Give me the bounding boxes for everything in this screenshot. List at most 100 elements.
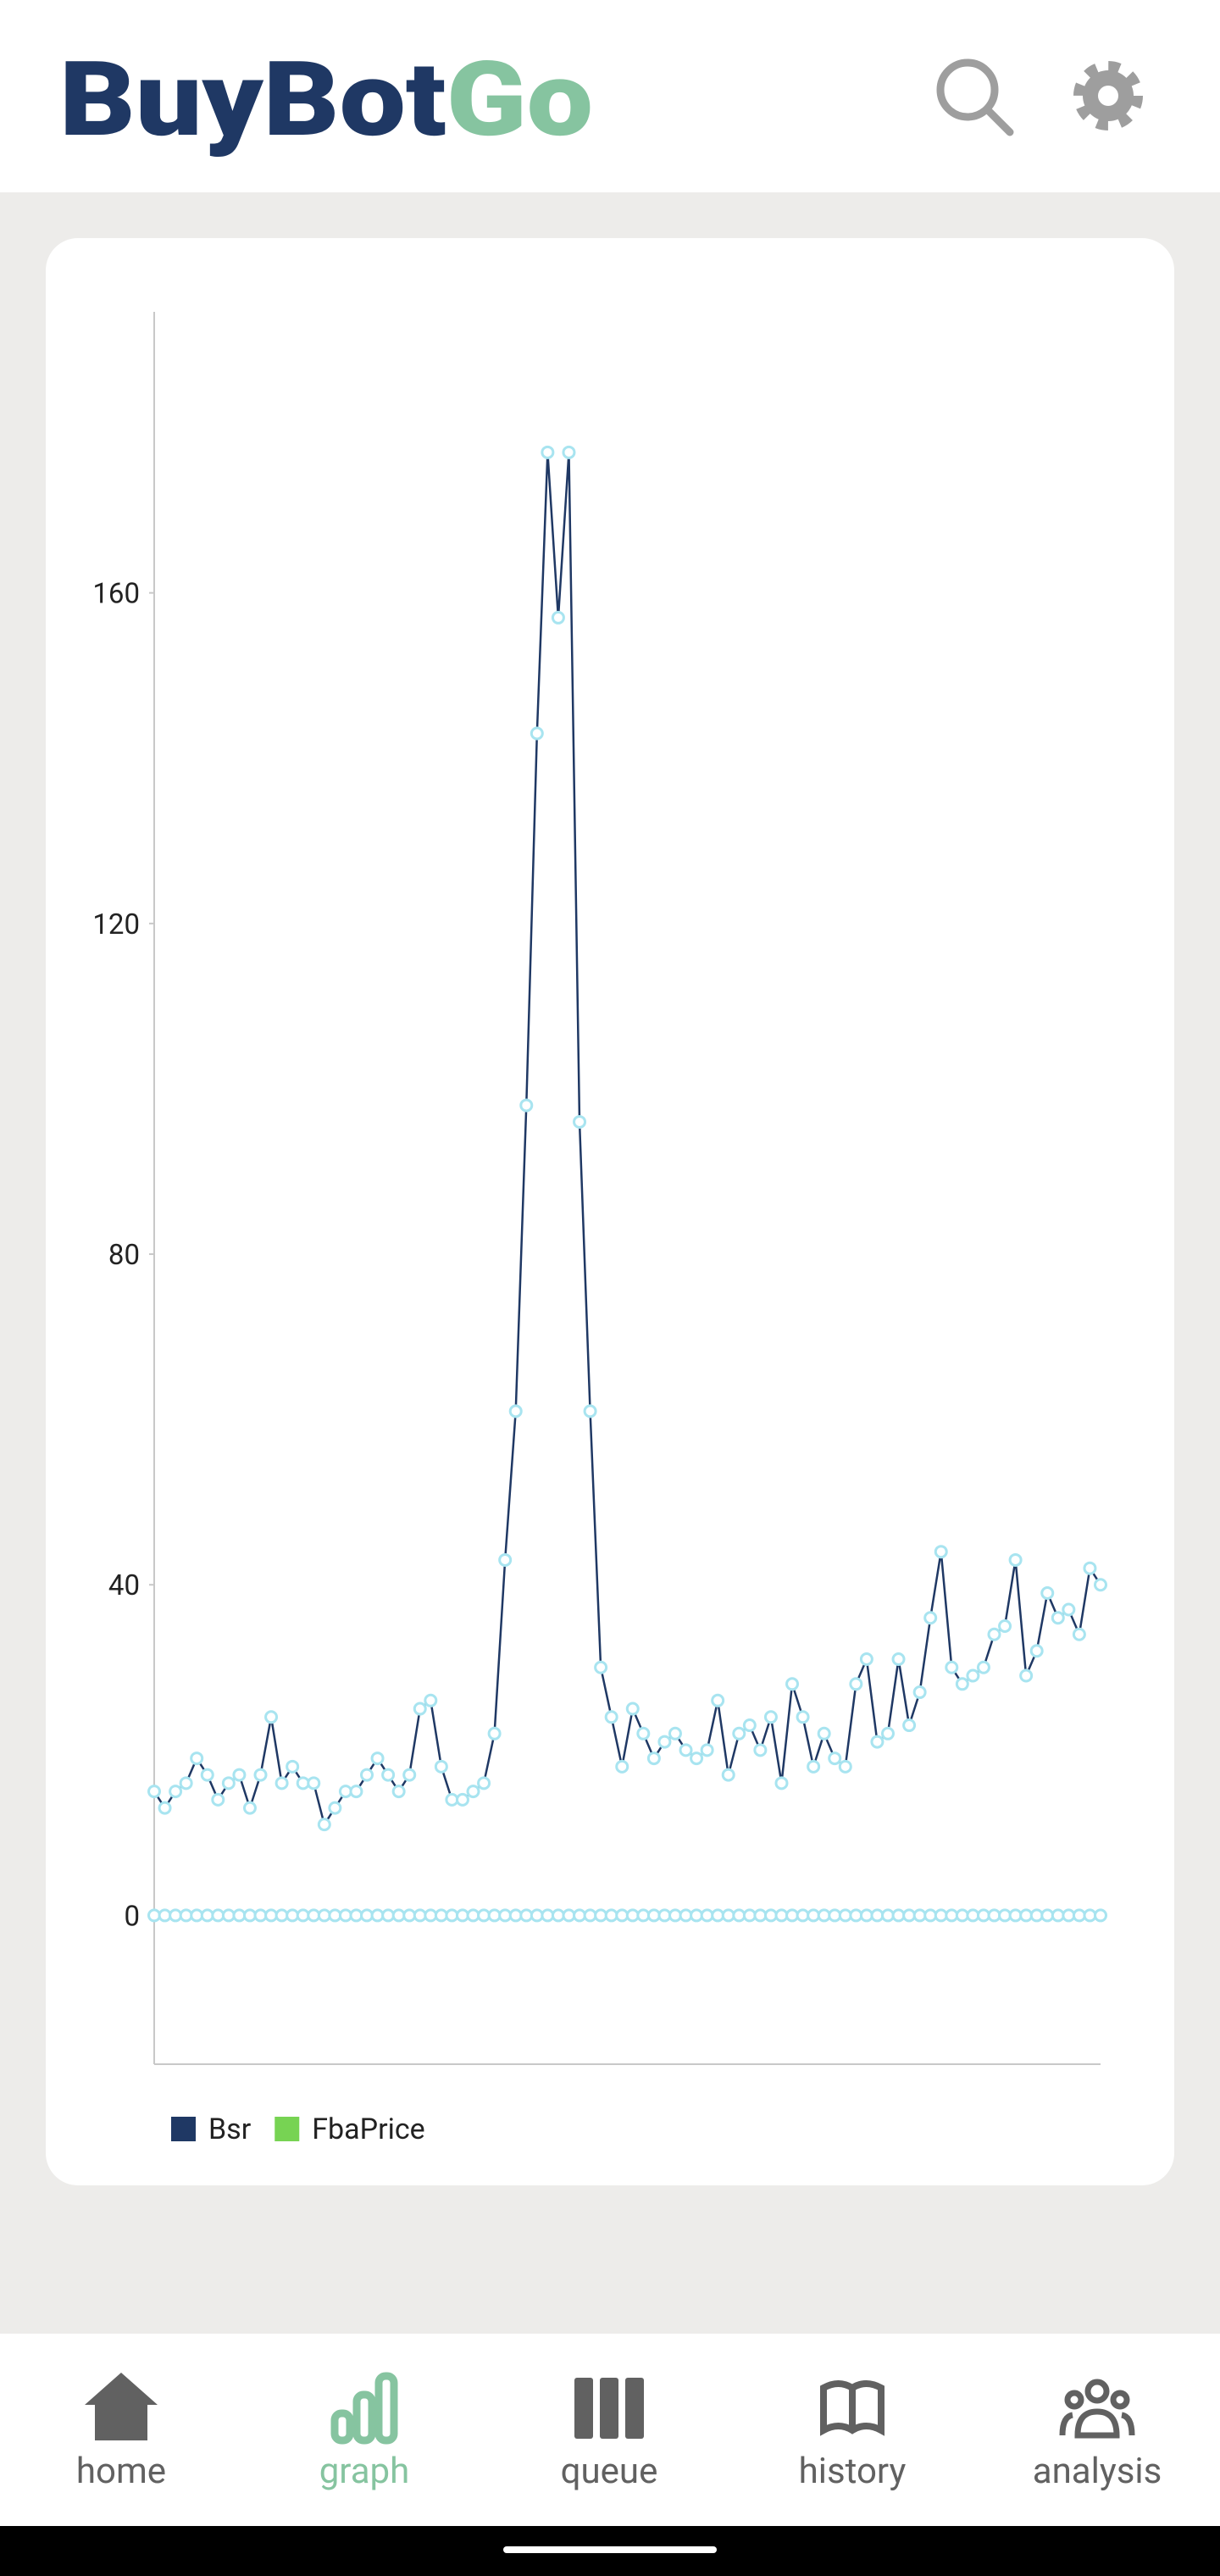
data-point	[1072, 1908, 1086, 1923]
data-point	[902, 1908, 917, 1923]
data-point	[657, 1735, 672, 1749]
data-point	[721, 1768, 735, 1782]
data-point	[508, 1404, 523, 1418]
data-point	[828, 1752, 842, 1766]
data-point	[615, 1908, 629, 1923]
data-point	[594, 1908, 608, 1923]
data-point	[264, 1908, 279, 1923]
data-point	[370, 1908, 385, 1923]
data-point	[679, 1743, 693, 1757]
data-point	[817, 1908, 831, 1923]
nav-label[interactable]: home	[76, 2451, 166, 2492]
legend-label: Bsr	[208, 2112, 252, 2146]
nav-label[interactable]: analysis	[1033, 2451, 1162, 2492]
data-point	[286, 1759, 300, 1774]
settings-icon[interactable]	[1073, 61, 1143, 130]
data-point	[338, 1785, 352, 1799]
y-tick-label: 0	[124, 1900, 140, 1933]
nav-label[interactable]: graph	[319, 2451, 410, 2492]
data-point	[604, 1908, 618, 1923]
data-point	[1072, 1627, 1086, 1641]
data-point	[530, 726, 544, 741]
data-point	[987, 1908, 1001, 1923]
data-point	[221, 1908, 236, 1923]
data-point	[966, 1908, 980, 1923]
data-point	[636, 1726, 651, 1740]
data-point	[668, 1726, 682, 1740]
data-point	[880, 1908, 895, 1923]
header	[0, 0, 1220, 192]
data-point	[1083, 1561, 1097, 1575]
data-point	[870, 1735, 884, 1749]
data-point	[402, 1768, 417, 1782]
data-point	[317, 1818, 331, 1832]
data-point	[158, 1908, 172, 1923]
data-point	[838, 1759, 852, 1774]
analysis-icon	[1059, 2379, 1135, 2439]
data-point	[200, 1908, 214, 1923]
data-point	[487, 1908, 502, 1923]
data-point	[360, 1908, 374, 1923]
data-point	[646, 1752, 661, 1766]
data-point	[1019, 1668, 1034, 1683]
data-point	[891, 1652, 906, 1667]
data-point	[455, 1908, 469, 1923]
data-point	[945, 1660, 959, 1674]
data-point	[912, 1685, 927, 1700]
data-point	[923, 1611, 938, 1625]
data-point	[232, 1768, 247, 1782]
data-point	[934, 1545, 948, 1559]
data-point	[1094, 1578, 1107, 1592]
data-point	[796, 1908, 810, 1923]
data-point	[424, 1908, 438, 1923]
data-point	[583, 1404, 597, 1418]
y-tick-label: 80	[108, 1239, 140, 1272]
logo-primary: BuyBot	[59, 39, 446, 160]
data-point	[923, 1908, 938, 1923]
data-point	[445, 1792, 459, 1807]
search-icon[interactable]	[936, 58, 1014, 136]
data-point	[211, 1908, 225, 1923]
nav-label[interactable]: history	[799, 2451, 907, 2492]
data-point	[690, 1752, 704, 1766]
data-point	[711, 1693, 725, 1707]
data-point	[274, 1776, 289, 1790]
data-point	[296, 1908, 310, 1923]
data-point	[307, 1776, 321, 1790]
data-point	[519, 1098, 534, 1113]
data-point	[721, 1908, 735, 1923]
data-point	[413, 1908, 427, 1923]
data-point	[391, 1908, 406, 1923]
y-tick-label: 40	[108, 1569, 140, 1602]
data-point	[711, 1908, 725, 1923]
data-point	[424, 1693, 438, 1707]
data-point	[487, 1726, 502, 1740]
data-point	[849, 1677, 863, 1691]
data-point	[221, 1776, 236, 1790]
data-point	[774, 1776, 789, 1790]
data-point	[1051, 1908, 1065, 1923]
history-icon	[820, 2380, 884, 2436]
data-point	[1008, 1908, 1023, 1923]
data-point	[328, 1908, 342, 1923]
data-point	[1062, 1908, 1076, 1923]
data-point	[880, 1726, 895, 1740]
data-point	[530, 1908, 544, 1923]
data-point	[264, 1710, 279, 1724]
logo[interactable]: BuyBot Go	[59, 39, 593, 160]
data-point	[912, 1908, 927, 1923]
data-point	[891, 1908, 906, 1923]
data-point	[1040, 1585, 1055, 1600]
data-point	[976, 1908, 990, 1923]
data-point	[391, 1785, 406, 1799]
data-point	[1051, 1611, 1065, 1625]
data-point	[742, 1718, 757, 1733]
legend-swatch	[171, 2117, 196, 2141]
data-point	[179, 1908, 193, 1923]
nav-label[interactable]: queue	[561, 2451, 658, 2492]
data-point	[668, 1908, 682, 1923]
data-point	[998, 1908, 1012, 1923]
data-point	[998, 1619, 1012, 1633]
data-point	[434, 1908, 448, 1923]
data-point	[657, 1908, 672, 1923]
